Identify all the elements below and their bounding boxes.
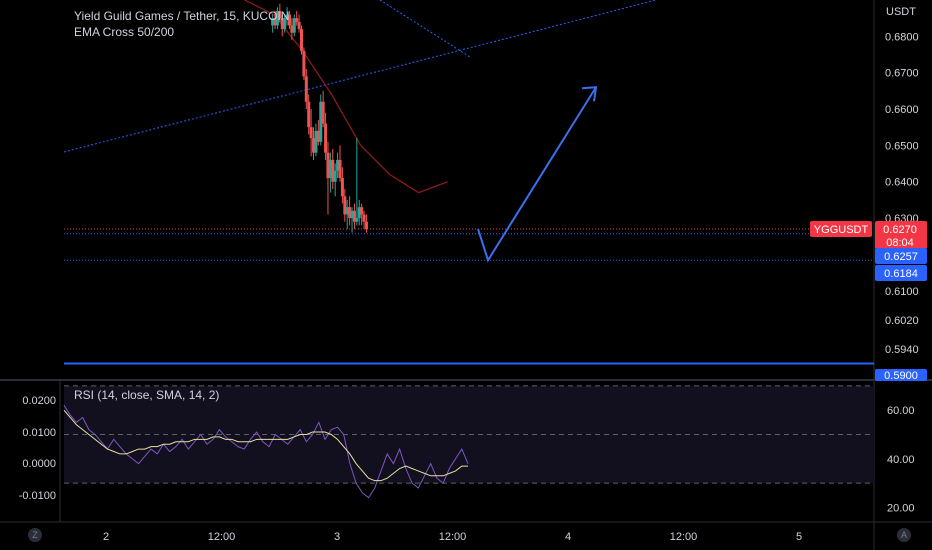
rsi-ma-line [63,409,468,482]
auto-scale-button[interactable]: A [897,528,911,542]
candle-body [314,130,318,153]
candle-body [338,159,342,179]
candle-body [350,210,354,219]
candle-body [328,159,332,179]
time-tick-label: 12:00 [439,531,467,543]
last-price-badge [875,220,927,249]
candle-body [319,101,323,142]
candle-body [345,207,349,215]
level-badge-1-text: 0.6257 [884,251,918,263]
candle-body [273,18,277,26]
rising-trendline [63,0,657,153]
candle-body [340,178,344,197]
rsi-tick-label: 60.00 [887,405,915,417]
rsi-tick-label: 20.00 [887,502,915,514]
candle-body [275,10,279,26]
projection-arrow [477,86,597,263]
level-badge-3: 0.5900 [875,369,927,382]
price-tick-label: 0.6700 [885,68,919,80]
candle-body [326,152,330,179]
level-badge-2-bg [875,265,927,281]
candle-body [307,101,311,128]
price-tick-label: 0.5940 [885,344,919,356]
price-tick-label: 0.6020 [885,315,919,327]
candle-body [312,138,316,153]
candle-body [336,159,340,171]
last-price-value: 0.6270 [883,224,917,236]
candle-body [309,127,313,139]
candle-body [297,21,301,30]
candle-body [285,14,289,19]
candle-body [357,207,361,219]
price-tick-label: 0.6100 [885,286,919,298]
candle-body [290,25,294,33]
price-axis-currency: USDT [886,6,916,18]
price-tick-label: 0.6400 [885,177,919,189]
time-tick-label: 3 [334,531,340,543]
level-badge-3-text: 0.5900 [884,370,918,382]
rsi-tick-label: 40.00 [887,454,915,466]
rsi-line [63,405,469,499]
level-badge-3-bg [875,369,927,381]
level-badge-2-text: 0.6184 [884,268,918,280]
candle-body [316,130,320,142]
left-tick-label: 0.0000 [22,458,56,470]
left-tick-label: -0.0100 [19,490,56,502]
level-badge-1: 0.6257 [875,248,927,264]
falling-trendline [379,0,471,58]
candle-body [295,18,299,22]
time-tick-label: 12:00 [208,531,236,543]
indicator-label: EMA Cross 50/200 [74,25,175,39]
arrow-head [581,86,598,102]
candle-body [302,50,306,77]
candle-body [331,159,335,182]
pane-separator [0,379,932,381]
level-badge-2: 0.6184 [875,265,927,281]
rsi-label: RSI (14, close, SMA, 14, 2) [74,388,220,402]
time-tick-label: 4 [565,531,571,543]
candle-body [333,170,337,182]
time-tick-label: 2 [103,531,109,543]
level-badge-1-bg [875,248,927,264]
chart-title: Yield Guild Games / Tether, 15, KUCOIN [74,9,290,23]
candle-body [362,214,366,222]
candle-body [287,14,291,26]
symbol-badge-text: YGGUSDT [814,224,869,236]
left-tick-label: 0.0100 [22,427,56,439]
candles-group [271,3,368,233]
candle-body [352,210,356,222]
price-tick-label: 0.6600 [885,104,919,116]
countdown-value: 08:04 [886,237,914,249]
candle-body [280,18,284,30]
symbol-badge-bg [810,220,872,237]
candle-body [324,123,328,153]
price-tick-label: 0.6500 [885,140,919,152]
candle-body [283,18,287,30]
price-tick-label: 0.6800 [885,31,919,43]
candle-body [343,196,347,215]
candle-body [292,18,296,33]
time-tick-label: 5 [796,531,802,543]
candle-body [321,101,325,124]
log-scale-button[interactable]: Z [28,528,42,542]
candle-body [355,218,359,222]
last-price-badge-bg [875,220,927,249]
candle-body [278,10,282,19]
candle-body [304,76,308,102]
candle-body [300,29,303,51]
candle-body [364,221,368,229]
candle-body [360,207,364,215]
symbol-badge: YGGUSDT [810,220,872,237]
candle-body [271,18,275,26]
time-tick-label: 12:00 [670,531,698,543]
candle-body [348,207,352,219]
left-tick-label: 0.0200 [22,395,56,407]
